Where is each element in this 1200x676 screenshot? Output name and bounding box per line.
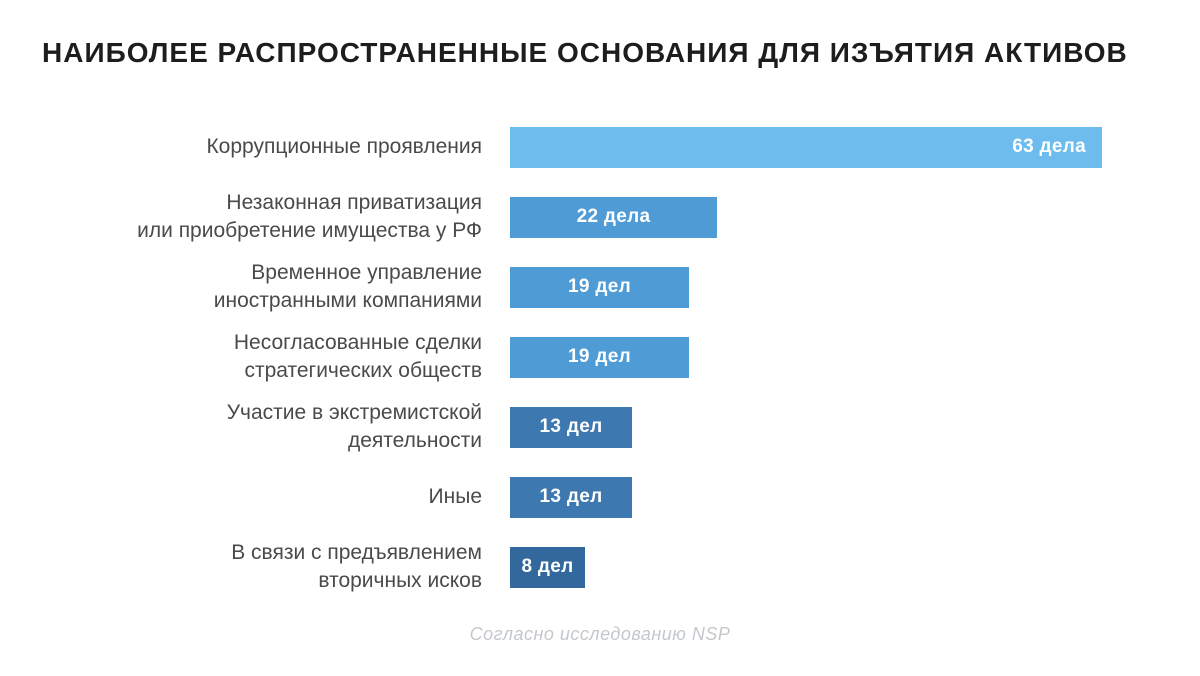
category-label: Незаконная приватизация или приобретение … [137, 191, 482, 242]
bar-track: 13 дел [510, 406, 1200, 448]
bar-track: 19 дел [510, 266, 1200, 308]
bar-value-label: 22 дела [576, 206, 651, 227]
chart-row: Участие в экстремистской деятельности 13 д… [0, 392, 1200, 462]
bar: 8 дел [510, 546, 585, 588]
bar: 22 дела [510, 196, 717, 238]
bar: 19 дел [510, 336, 689, 378]
chart-row: Иные 13 дел [0, 462, 1200, 532]
bar-chart: Коррупционные проявления 63 дела Незаконна… [0, 112, 1200, 602]
chart-row: В связи с предъявлением вторичных исков 8 … [0, 532, 1200, 602]
category-label: Временное управление иностранными компани… [213, 261, 482, 312]
category-label: Несогласованные сделки стратегических общ… [233, 331, 482, 382]
bar-track: 8 дел [510, 546, 1200, 588]
bar-track: 13 дел [510, 476, 1200, 518]
bar: 19 дел [510, 266, 689, 308]
bar-track: 22 дела [510, 196, 1200, 238]
infographic-page: НАИБОЛЕЕ РАСПРОСТРАНЕННЫЕ ОСНОВАНИЯ ДЛЯ … [0, 36, 1200, 676]
bar-value-label: 13 дел [539, 486, 603, 507]
bar: 13 дел [510, 406, 632, 448]
source-note: Согласно исследованию NSP [469, 624, 731, 644]
bar-value-label: 63 дела [1012, 136, 1086, 157]
category-label: Участие в экстремистской деятельности [226, 401, 482, 452]
chart-row: Незаконная приватизация или приобретение … [0, 182, 1200, 252]
bar-value-label: 8 дел [521, 556, 574, 577]
chart-title: НАИБОЛЕЕ РАСПРОСТРАНЕННЫЕ ОСНОВАНИЯ ДЛЯ … [42, 37, 1128, 68]
chart-row: Коррупционные проявления 63 дела [0, 112, 1200, 182]
chart-row: Временное управление иностранными компани… [0, 252, 1200, 322]
chart-row: Несогласованные сделки стратегических общ… [0, 322, 1200, 392]
bar-value-label: 13 дел [539, 416, 603, 437]
category-label: В связи с предъявлением вторичных исков [231, 541, 482, 592]
bar-track: 63 дела [510, 126, 1200, 168]
category-label: Иные [428, 485, 482, 509]
bar: 63 дела [510, 126, 1102, 168]
bar: 13 дел [510, 476, 632, 518]
bar-value-label: 19 дел [568, 346, 631, 367]
bar-track: 19 дел [510, 336, 1200, 378]
bar-value-label: 19 дел [568, 276, 631, 297]
category-label: Коррупционные проявления [206, 135, 482, 159]
